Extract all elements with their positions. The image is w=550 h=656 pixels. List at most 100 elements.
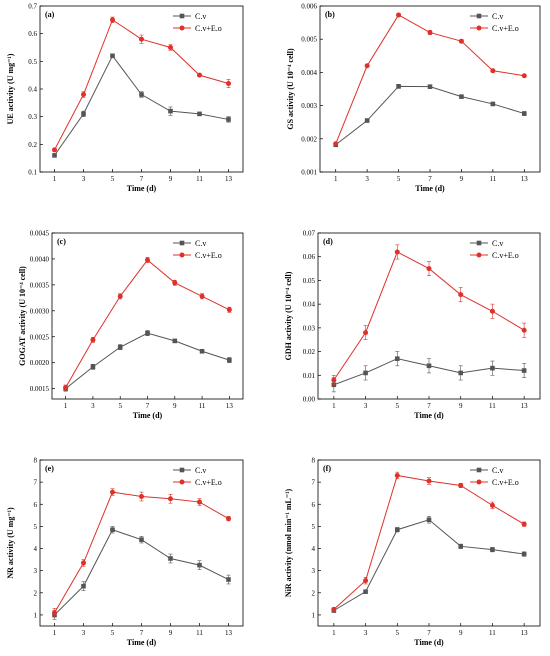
series-cv (52, 526, 231, 620)
x-tick-label: 3 (364, 402, 368, 410)
data-point (458, 544, 464, 549)
y-axis-label: GS activity (U 10⁻⁴ cell) (286, 48, 295, 130)
y-tick-label: 0.03 (303, 324, 316, 332)
series-line (333, 519, 525, 611)
x-axis-label: Time (d) (133, 411, 163, 420)
data-point (168, 556, 173, 561)
data-point (139, 537, 144, 542)
data-point (426, 517, 432, 523)
x-tick-label: 9 (173, 402, 177, 410)
legend-entry: C.v+E.o (195, 24, 222, 33)
chart-panel-d: (d)1 3 5 7 9 11 130.000.010.020.030.040.050.06… (284, 230, 541, 420)
y-tick-label: 0.4 (28, 86, 37, 94)
y-axis-label: GOGAT activity (U 10⁻⁴ cell) (18, 266, 27, 366)
data-point (490, 365, 495, 371)
x-tick-label: 3 (364, 629, 368, 637)
series-line (54, 54, 229, 156)
x-tick-label: 9 (460, 175, 464, 183)
legend-entry: C.v (492, 466, 503, 475)
x-tick-label: 1 (53, 175, 57, 183)
data-point (396, 84, 401, 89)
y-tick-label: 0.07 (303, 230, 316, 238)
data-point (521, 327, 527, 333)
series-cveo (63, 257, 232, 391)
y-tick-label: 0.0025 (30, 333, 50, 341)
data-point (117, 293, 123, 299)
data-point (168, 108, 173, 114)
data-point (52, 147, 57, 153)
data-point (110, 489, 115, 495)
data-point (363, 370, 368, 376)
y-tick-label: 8 (312, 457, 316, 465)
y-tick-label: 0.2 (28, 141, 37, 149)
data-point (427, 30, 433, 36)
data-point (90, 337, 96, 343)
x-axis-label: Time (d) (415, 184, 445, 193)
data-point (227, 357, 232, 363)
y-tick-label: 1 (312, 611, 316, 619)
legend-entry: C.v (492, 12, 503, 21)
panel-label: (d) (323, 237, 333, 246)
legend-entry: C.v (195, 466, 206, 475)
legend-entry: C.v+E.o (492, 251, 519, 260)
data-point (226, 577, 231, 582)
x-tick-label: 7 (427, 629, 431, 637)
y-tick-label: 6 (312, 501, 316, 509)
data-point (117, 344, 123, 350)
y-tick-label: 0.005 (301, 36, 317, 44)
legend-marker (179, 25, 185, 31)
x-tick-label: 11 (489, 629, 496, 637)
x-tick-label: 5 (111, 175, 115, 183)
panel-label: (f) (323, 464, 331, 473)
y-axis-label: NR activity (U mg⁻¹) (6, 507, 15, 579)
data-point (394, 472, 400, 478)
data-point (394, 356, 400, 361)
legend-entry: C.v (492, 239, 503, 248)
x-tick-label: 3 (365, 175, 369, 183)
x-tick-label: 11 (489, 175, 496, 183)
x-axis-label: Time (d) (414, 638, 444, 647)
y-tick-label: 0.004 (301, 69, 317, 77)
data-point (394, 527, 400, 533)
x-tick-label: 11 (196, 175, 203, 183)
data-point (490, 101, 496, 107)
y-tick-label: 0.0015 (30, 385, 50, 393)
y-tick-label: 6 (34, 501, 38, 509)
data-point (331, 377, 337, 383)
data-point (426, 363, 432, 369)
data-point (139, 494, 144, 500)
series-line (54, 491, 229, 613)
y-tick-label: 0.002 (301, 135, 317, 143)
y-tick-label: 3 (34, 567, 38, 575)
x-tick-label: 5 (397, 175, 401, 183)
x-tick-label: 13 (521, 402, 529, 410)
panel-label: (a) (45, 10, 55, 19)
data-point (168, 45, 173, 50)
data-point (458, 292, 464, 298)
x-tick-label: 1 (332, 629, 336, 637)
data-point (81, 560, 86, 566)
data-point (52, 153, 57, 158)
x-axis-label: Time (d) (414, 411, 444, 420)
y-tick-label: 7 (312, 479, 316, 487)
x-tick-label: 3 (82, 175, 86, 183)
data-point (168, 496, 173, 502)
legend-marker (476, 467, 482, 473)
series-cveo (333, 12, 527, 147)
y-tick-label: 0.5 (28, 58, 37, 66)
data-point (226, 307, 232, 313)
chart-panel-c: (c)1 3 5 7 9 11 130.00150.00200.00250.00300.00… (18, 230, 244, 420)
y-tick-label: 3 (312, 567, 316, 575)
data-point (458, 370, 464, 376)
data-point (226, 516, 231, 522)
x-tick-label: 5 (396, 402, 400, 410)
data-point (139, 36, 144, 42)
x-tick-label: 7 (427, 402, 431, 410)
x-tick-label: 9 (169, 629, 173, 637)
data-point (90, 364, 96, 370)
data-point (331, 606, 337, 612)
data-point (197, 111, 202, 117)
